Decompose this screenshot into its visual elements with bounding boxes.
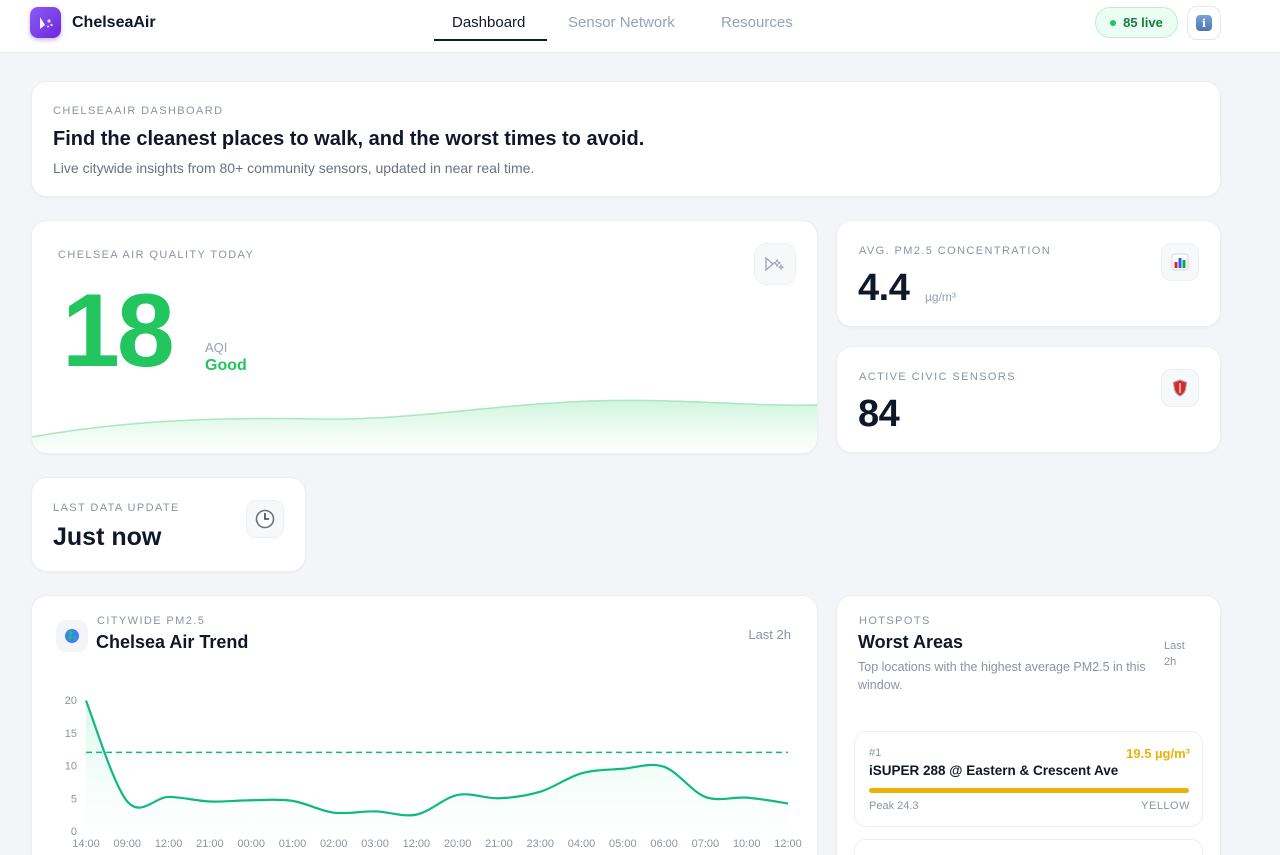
pm25-unit: µg/m³ bbox=[925, 290, 956, 304]
aqi-sparkline bbox=[32, 399, 817, 453]
aqi-level: Good bbox=[205, 357, 247, 374]
pm25-icon-box bbox=[1161, 243, 1199, 281]
wand-sparkle-icon bbox=[39, 16, 53, 29]
x-tick-label: 21:00 bbox=[485, 838, 513, 850]
avg-pm25-card: AVG. PM2.5 CONCENTRATION 4.4 µg/m³ bbox=[836, 220, 1221, 327]
trend-area bbox=[86, 700, 788, 831]
x-tick-label: 12:00 bbox=[403, 838, 431, 850]
x-tick-label: 02:00 bbox=[320, 838, 348, 850]
sensors-eyebrow: ACTIVE CIVIC SENSORS bbox=[859, 371, 1016, 383]
hotspot-name: iSUPER 288 @ Eastern & Crescent Ave bbox=[869, 763, 1119, 778]
bar-chart-icon bbox=[1171, 253, 1189, 271]
hero-title: Find the cleanest places to walk, and th… bbox=[53, 128, 645, 150]
live-dot-icon bbox=[1110, 19, 1117, 26]
clock-icon bbox=[255, 509, 275, 529]
x-tick-label: 12:00 bbox=[774, 838, 802, 850]
hero-eyebrow: CHELSEAAIR DASHBOARD bbox=[53, 105, 224, 117]
hotspot-peak: Peak 24.3 bbox=[869, 800, 919, 812]
hero-card: CHELSEAAIR DASHBOARD Find the cleanest p… bbox=[31, 81, 1221, 197]
hotspot-item-next[interactable] bbox=[854, 839, 1203, 855]
trend-title: Chelsea Air Trend bbox=[96, 632, 249, 652]
x-tick-label: 20:00 bbox=[444, 838, 472, 850]
x-tick-label: 21:00 bbox=[196, 838, 224, 850]
live-sensors-badge[interactable]: 85 live bbox=[1095, 7, 1178, 38]
hotspot-value: 19.5 µg/m³ bbox=[1126, 746, 1190, 761]
globe-icon bbox=[65, 629, 79, 643]
x-tick-label: 03:00 bbox=[361, 838, 389, 850]
x-tick-label: 10:00 bbox=[733, 838, 761, 850]
active-sensors-card: ACTIVE CIVIC SENSORS 84 bbox=[836, 346, 1221, 453]
aqi-icon-box bbox=[754, 243, 796, 285]
aqi-value: 18 bbox=[62, 273, 175, 389]
top-navbar: ChelseaAir Dashboard Sensor Network Reso… bbox=[0, 0, 1280, 53]
shield-icon bbox=[1172, 379, 1188, 397]
tab-sensor-network[interactable]: Sensor Network bbox=[568, 14, 675, 31]
x-tick-label: 07:00 bbox=[692, 838, 720, 850]
logo[interactable] bbox=[30, 7, 61, 38]
hotspots-description: Top locations with the highest average P… bbox=[858, 660, 1146, 692]
live-count: 85 live bbox=[1123, 15, 1163, 30]
hotspot-bar-track bbox=[869, 788, 1189, 793]
tab-dashboard[interactable]: Dashboard bbox=[452, 14, 526, 31]
x-tick-label: 00:00 bbox=[237, 838, 265, 850]
trend-eyebrow: CITYWIDE PM2.5 bbox=[97, 615, 206, 627]
x-tick-label: 23:00 bbox=[526, 838, 554, 850]
aqi-unit: AQI bbox=[205, 340, 228, 355]
info-icon: i bbox=[1196, 15, 1212, 31]
trend-card: CITYWIDE PM2.5 Chelsea Air Trend Last 2h… bbox=[31, 595, 818, 855]
trend-range[interactable]: Last 2h bbox=[748, 627, 791, 642]
hotspot-item[interactable]: #1 19.5 µg/m³ iSUPER 288 @ Eastern & Cre… bbox=[854, 731, 1203, 827]
trend-icon-box bbox=[56, 620, 88, 652]
hotspots-title: Worst Areas bbox=[858, 632, 964, 652]
trend-chart: 0 5 10 15 20 14:00 09:00 12:00 21:00 00:00 01:00 02… bbox=[65, 695, 802, 850]
aqi-today-card: CHELSEA AIR QUALITY TODAY 18 AQI Good bbox=[31, 220, 818, 454]
sensors-icon-box bbox=[1161, 369, 1199, 407]
x-tick-label: 05:00 bbox=[609, 838, 637, 850]
hotspots-range: Last 2h bbox=[1164, 640, 1185, 668]
aqi-eyebrow: CHELSEA AIR QUALITY TODAY bbox=[58, 249, 255, 261]
last-update-card: LAST DATA UPDATE Just now bbox=[31, 477, 306, 572]
hero-subtitle: Live citywide insights from 80+ communit… bbox=[53, 160, 535, 176]
x-tick-label: 14:00 bbox=[72, 838, 100, 850]
update-eyebrow: LAST DATA UPDATE bbox=[53, 502, 180, 514]
brand-name[interactable]: ChelseaAir bbox=[72, 14, 156, 31]
sparkle-wind-icon bbox=[765, 256, 785, 272]
update-icon-box bbox=[246, 500, 284, 538]
pm25-value: 4.4 bbox=[858, 267, 910, 309]
sensors-value: 84 bbox=[858, 393, 900, 435]
y-tick-label: 20 bbox=[65, 695, 77, 707]
x-tick-label: 06:00 bbox=[650, 838, 678, 850]
x-tick-label: 12:00 bbox=[155, 838, 183, 850]
hotspot-bar-fill bbox=[869, 788, 1189, 793]
hotspot-rank: #1 bbox=[869, 747, 882, 759]
y-tick-label: 0 bbox=[71, 826, 77, 838]
hotspots-card: HOTSPOTS Worst Areas Last 2h Top locatio… bbox=[836, 595, 1221, 855]
pm25-eyebrow: AVG. PM2.5 CONCENTRATION bbox=[859, 245, 1052, 257]
y-tick-label: 10 bbox=[65, 761, 77, 773]
x-tick-label: 04:00 bbox=[568, 838, 596, 850]
y-tick-label: 5 bbox=[71, 793, 77, 805]
y-tick-label: 15 bbox=[65, 728, 77, 740]
x-tick-label: 09:00 bbox=[114, 838, 142, 850]
trend-line bbox=[84, 700, 789, 817]
info-button[interactable]: i bbox=[1187, 6, 1221, 40]
hotspot-category: YELLOW bbox=[1141, 800, 1190, 812]
tab-resources[interactable]: Resources bbox=[721, 14, 793, 31]
x-tick-label: 01:00 bbox=[279, 838, 307, 850]
hotspots-eyebrow: HOTSPOTS bbox=[859, 615, 931, 627]
active-tab-indicator bbox=[434, 39, 547, 41]
update-value: Just now bbox=[53, 523, 162, 551]
